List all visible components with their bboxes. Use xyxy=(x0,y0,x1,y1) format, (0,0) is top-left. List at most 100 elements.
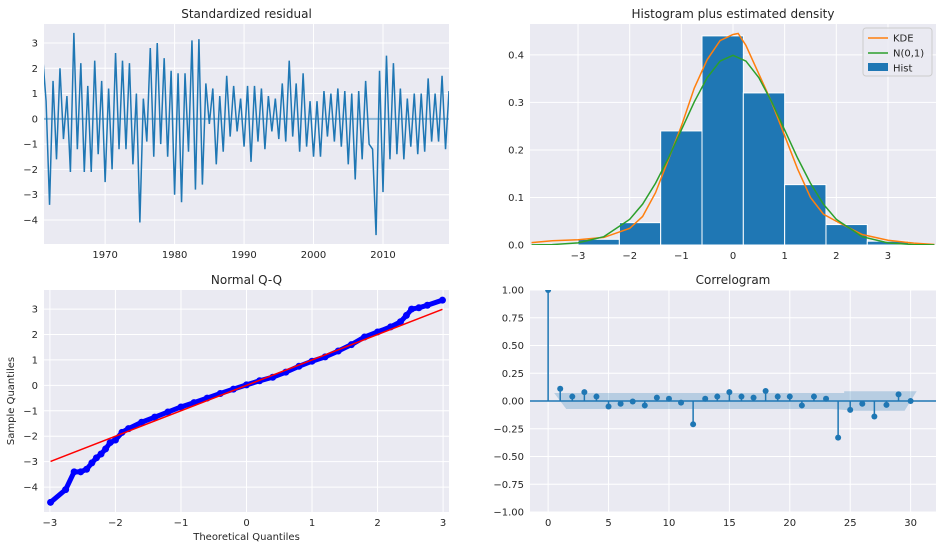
x-axis-label: Theoretical Quantiles xyxy=(192,532,300,543)
qq-point xyxy=(138,418,146,426)
qq-point xyxy=(70,468,78,476)
y-tick-label: −0.25 xyxy=(493,424,524,435)
acf-marker xyxy=(641,402,648,409)
x-tick-label: 30 xyxy=(904,518,917,529)
qq-point xyxy=(415,304,423,312)
acf-marker xyxy=(738,393,745,400)
chart-title: Standardized residual xyxy=(181,7,312,21)
plot-area xyxy=(531,32,935,245)
acf-marker xyxy=(629,398,636,405)
y-tick-label: 2 xyxy=(32,330,38,341)
qq-reference-line xyxy=(50,308,443,463)
acf-marker xyxy=(702,395,709,402)
x-tick-label: −2 xyxy=(622,251,637,262)
y-tick-label: −0.50 xyxy=(493,452,524,463)
acf-marker xyxy=(545,290,552,293)
x-tick-label: 20 xyxy=(783,518,796,529)
y-tick-label: 1 xyxy=(32,355,38,366)
acf-marker xyxy=(907,398,914,404)
acf-marker xyxy=(895,391,902,398)
qq-point xyxy=(177,403,185,411)
x-tick-label: 0 xyxy=(730,251,736,262)
y-axis-label: Sample Quantiles xyxy=(6,357,17,445)
y-tick-label: 0.3 xyxy=(508,98,524,109)
acf-marker xyxy=(605,403,612,410)
acf-marker xyxy=(883,401,890,408)
acf-marker xyxy=(678,399,685,406)
y-tick-label: 3 xyxy=(32,305,38,316)
y-tick-label: −4 xyxy=(23,215,38,226)
histogram-bar xyxy=(825,224,868,245)
y-tick-label: −1.00 xyxy=(493,508,524,519)
y-tick-label: 1.00 xyxy=(502,286,524,297)
histogram-bar xyxy=(784,184,827,245)
y-tick-label: −3 xyxy=(23,457,38,468)
y-tick-label: 0.0 xyxy=(508,241,524,252)
acf-marker xyxy=(690,421,697,428)
x-tick-label: 10 xyxy=(663,518,676,529)
acf-marker xyxy=(617,400,624,407)
acf-marker xyxy=(798,402,805,409)
x-tick-label: 0 xyxy=(243,518,249,529)
x-tick-label: −3 xyxy=(571,251,586,262)
legend-label: N(0,1) xyxy=(893,49,924,60)
acf-marker xyxy=(823,395,830,402)
qq-point xyxy=(151,413,159,421)
legend-label: Hist xyxy=(893,64,913,75)
y-tick-label: −2 xyxy=(23,165,38,176)
acf-marker xyxy=(762,388,769,395)
y-tick-label: 2 xyxy=(32,64,38,75)
x-tick-label: 0 xyxy=(545,518,551,529)
acf-marker xyxy=(859,400,866,407)
x-tick-label: 1 xyxy=(781,251,787,262)
qq-point xyxy=(402,311,410,319)
y-tick-label: 0.1 xyxy=(508,193,524,204)
y-tick-label: 3 xyxy=(32,38,38,49)
qq-plot: −3 −2 −1 0 1 2 3 −4 −3 −2 −1 0 1 2 3 Normal Q-Q Theoreti… xyxy=(6,273,449,543)
histogram-plot: −3 −2 −1 0 1 2 3 0.0 0.1 0.2 0.3 0.4 Histogram plus … xyxy=(508,7,936,262)
qq-point xyxy=(92,454,100,462)
y-tick-label: 0.00 xyxy=(502,397,524,408)
qq-point xyxy=(88,459,96,467)
qq-point xyxy=(106,439,114,447)
y-tick-label: 0 xyxy=(32,114,38,125)
acf-marker xyxy=(569,393,576,400)
y-tick-label: 0 xyxy=(32,381,38,392)
chart-title: Histogram plus estimated density xyxy=(632,7,835,21)
chart-title: Correlogram xyxy=(696,273,771,287)
acf-marker xyxy=(726,389,733,396)
x-tick-label: 2 xyxy=(833,251,839,262)
acf-marker xyxy=(653,394,660,401)
y-tick-label: 0.4 xyxy=(508,50,524,61)
y-tick-label: 0.50 xyxy=(502,341,524,352)
residual-plot: 1970 1980 1990 2000 2010 −4 −3 −2 −1 0 1 2 3 Standard… xyxy=(23,7,449,261)
x-tick-label: 3 xyxy=(440,518,446,529)
qq-point xyxy=(62,486,70,494)
y-tick-label: 0.75 xyxy=(502,313,524,324)
y-tick-label: −1 xyxy=(23,406,38,417)
x-tick-label: 1 xyxy=(309,518,315,529)
acf-marker xyxy=(810,393,817,400)
acf-marker xyxy=(593,393,600,400)
x-tick-label: 3 xyxy=(885,251,891,262)
acf-marker xyxy=(871,413,878,420)
y-tick-label: −4 xyxy=(23,483,38,494)
y-tick-label: 1 xyxy=(32,89,38,100)
x-tick-label: 25 xyxy=(844,518,857,529)
qq-point xyxy=(47,498,55,506)
qq-point xyxy=(423,301,431,309)
qq-point xyxy=(102,445,110,453)
legend-bar-swatch xyxy=(868,63,888,71)
acf-marker xyxy=(714,393,721,400)
y-tick-label: 0.25 xyxy=(502,369,524,380)
acf-marker xyxy=(847,406,854,413)
plot-area xyxy=(47,296,446,506)
plot-area xyxy=(44,32,449,236)
y-tick-label: −3 xyxy=(23,190,38,201)
x-tick-label: −1 xyxy=(674,251,689,262)
acf-marker xyxy=(774,393,781,400)
x-tick-label: 1980 xyxy=(162,250,187,261)
acf-marker xyxy=(665,395,672,402)
x-tick-label: 1990 xyxy=(231,250,256,261)
